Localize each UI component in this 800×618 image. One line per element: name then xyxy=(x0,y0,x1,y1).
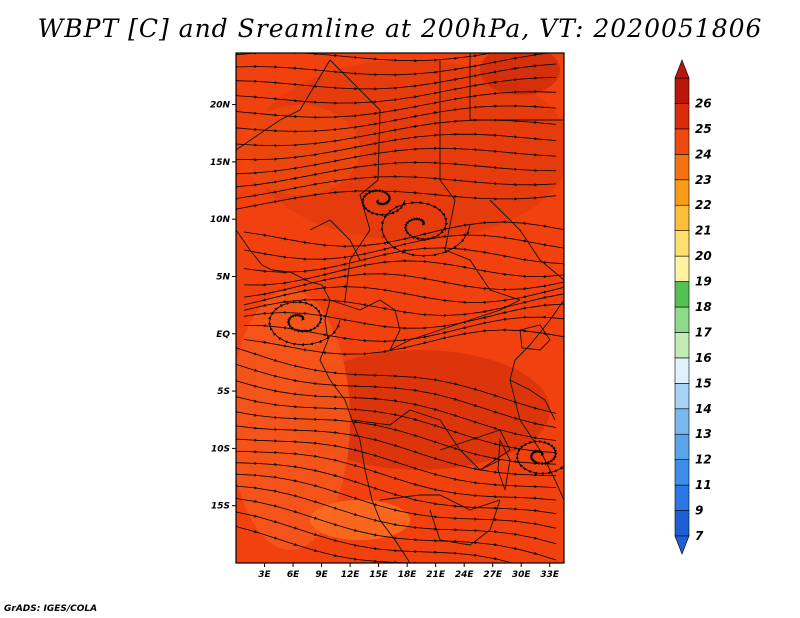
y-tick-label: 10S xyxy=(211,444,230,454)
axis-ticks-layer: 3E 6E 9E 12E 15E 18E 21E 24E 27E 30E 33E 20N 15N 10N 5… xyxy=(210,101,560,580)
colorbar-label: 14 xyxy=(695,402,712,416)
colorbar-label: 22 xyxy=(695,198,712,212)
x-tick-label: 21E xyxy=(426,570,446,580)
streamlines-layer xyxy=(236,53,564,563)
colorbar-swatch xyxy=(674,77,690,104)
y-tick-label: 15N xyxy=(210,158,231,168)
streamline xyxy=(515,439,564,476)
map-frame xyxy=(235,52,565,564)
chart-title: WBPT [C] and Sreamline at 200hPa, VT: 20… xyxy=(37,14,763,43)
footer-credit: GrADS: IGES/COLA xyxy=(4,604,98,614)
colorbar-swatch xyxy=(674,459,690,486)
colorbar-swatch xyxy=(674,383,690,410)
shade-namibia xyxy=(310,500,410,540)
colorbar-label: 16 xyxy=(695,351,712,365)
colorbar-swatch xyxy=(674,332,690,359)
streamline xyxy=(361,189,406,217)
colorbar-swatch xyxy=(674,281,690,308)
colorbar-label: 23 xyxy=(695,173,712,187)
colorbar-swatch xyxy=(674,357,690,384)
colorbar-label: 12 xyxy=(695,453,712,467)
x-tick-label: 15E xyxy=(369,570,389,580)
colorbar-upper-extension xyxy=(674,59,690,79)
x-tick-label: 30E xyxy=(512,570,532,580)
x-tick-label: 6E xyxy=(287,570,300,580)
y-tick-label: 10N xyxy=(210,215,231,225)
colorbar-label: 18 xyxy=(695,300,712,314)
colorbar-swatch xyxy=(674,103,690,130)
y-tick-label: EQ xyxy=(216,330,230,340)
colorbar: 7 9 11 12 13 14 15 16 17 18 19 20 21 22 23 24 25 26 xyxy=(674,59,712,555)
colorbar-label: 19 xyxy=(695,275,712,289)
colorbar-label: 20 xyxy=(695,249,712,263)
colorbar-label: 17 xyxy=(695,325,712,339)
colorbar-swatch xyxy=(674,154,690,181)
streamline xyxy=(236,525,538,563)
colorbar-label: 26 xyxy=(695,96,712,110)
colorbar-label: 9 xyxy=(695,504,703,518)
x-tick-label: 24E xyxy=(455,570,475,580)
colorbar-swatch xyxy=(674,306,690,333)
colorbar-swatch xyxy=(674,484,690,511)
y-tick-label: 5S xyxy=(217,387,230,397)
y-tick-label: 20N xyxy=(210,101,231,111)
x-tick-label: 3E xyxy=(258,570,271,580)
colorbar-label: 25 xyxy=(695,122,712,136)
colorbar-swatch xyxy=(674,510,690,537)
x-tick-label: 18E xyxy=(398,570,418,580)
y-tick-label: 15S xyxy=(211,502,230,512)
colorbar-swatch xyxy=(674,128,690,155)
colorbar-swatch xyxy=(674,433,690,460)
streamline xyxy=(268,300,341,347)
colorbar-label: 11 xyxy=(695,478,712,492)
colorbar-label: 13 xyxy=(695,427,712,441)
x-tick-label: 12E xyxy=(341,570,361,580)
colorbar-swatch xyxy=(674,255,690,282)
colorbar-lower-extension xyxy=(674,535,690,555)
y-tick-label: 5N xyxy=(216,272,230,282)
streamline xyxy=(380,200,471,258)
x-tick-label: 9E xyxy=(315,570,328,580)
colorbar-label: 7 xyxy=(695,529,704,543)
colorbar-label: 24 xyxy=(695,147,712,161)
map-panel xyxy=(235,52,565,564)
colorbar-label: 21 xyxy=(695,224,712,238)
colorbar-swatch xyxy=(674,408,690,435)
colorbar-swatch xyxy=(674,179,690,206)
colorbar-label: 15 xyxy=(695,376,712,390)
x-tick-label: 33E xyxy=(540,570,560,580)
colorbar-swatch xyxy=(674,230,690,257)
x-tick-label: 27E xyxy=(483,570,503,580)
colorbar-swatch xyxy=(674,204,690,231)
